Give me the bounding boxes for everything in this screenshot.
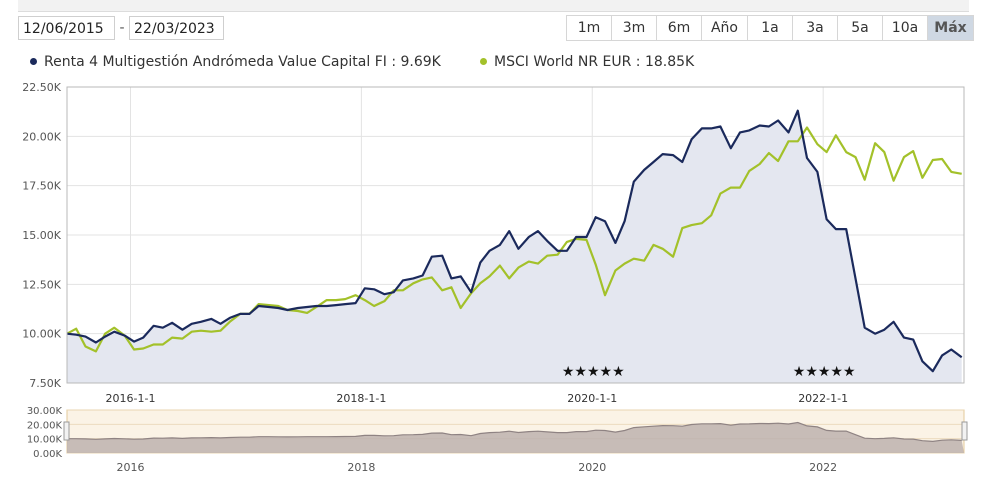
legend-label-fund: Renta 4 Multigestión Andrómeda Value Cap… [44, 54, 441, 70]
y-tick-label: 15.00K [22, 229, 61, 242]
date-range-separator: - [119, 20, 125, 36]
navigator-y-tick-label: 10.00K [27, 435, 63, 446]
navigator-x-tick-label: 2018 [347, 461, 375, 474]
range-button-6m[interactable]: 6m [657, 16, 702, 40]
range-button-10y[interactable]: 10a [883, 16, 928, 40]
range-button-ytd[interactable]: Año [702, 16, 748, 40]
y-tick-label: 10.00K [22, 328, 61, 341]
range-button-3y[interactable]: 3a [793, 16, 838, 40]
series-area-fund [67, 110, 962, 383]
y-tick-label: 20.00K [22, 130, 61, 143]
navigator-x-tick-label: 2022 [809, 461, 837, 474]
date-to-input[interactable]: 22/03/2023 [129, 16, 224, 40]
rating-stars: ★★★★★ [562, 364, 625, 380]
x-tick-label: 2018-1-1 [336, 392, 386, 405]
series-line-index [66, 126, 962, 353]
navigator-area [67, 422, 964, 453]
range-button-1m[interactable]: 1m [567, 16, 612, 40]
navigator-handle-right [961, 421, 968, 441]
legend-item-index[interactable]: MSCI World NR EUR : 18.85K [480, 54, 694, 70]
time-range-selector: 1m 3m 6m Año 1a 3a 5a 10a Máx [566, 15, 974, 41]
navigator-y-tick-label: 0.00K [33, 449, 62, 460]
rating-stars: ★★★★★ [793, 364, 856, 380]
series-line-fund [66, 109, 963, 373]
range-button-1y[interactable]: 1a [748, 16, 793, 40]
navigator-y-tick-label: 20.00K [27, 420, 63, 431]
range-button-3m[interactable]: 3m [612, 16, 657, 40]
y-tick-label: 12.50K [22, 278, 61, 291]
x-tick-label: 2022-1-1 [798, 392, 848, 405]
date-from-input[interactable]: 12/06/2015 [18, 16, 115, 40]
range-button-max[interactable]: Máx [928, 16, 973, 40]
top-toolbar-band [18, 0, 969, 12]
navigator-y-tick-label: 30.00K [27, 406, 63, 417]
navigator-handle-left [63, 421, 70, 441]
y-tick-label: 22.50K [22, 81, 61, 94]
x-tick-label: 2016-1-1 [106, 392, 156, 405]
navigator-line [67, 421, 962, 443]
navigator-x-tick-label: 2020 [578, 461, 606, 474]
legend-dot-index [480, 57, 487, 65]
navigator-x-tick-label: 2016 [116, 461, 144, 474]
range-button-5y[interactable]: 5a [838, 16, 883, 40]
legend-item-fund[interactable]: Renta 4 Multigestión Andrómeda Value Cap… [30, 54, 441, 70]
x-tick-label: 2020-1-1 [567, 392, 617, 405]
legend-dot-fund [30, 57, 37, 65]
y-tick-label: 7.50K [29, 377, 61, 390]
y-tick-label: 17.50K [22, 180, 61, 193]
plot-border [66, 86, 965, 384]
legend-label-index: MSCI World NR EUR : 18.85K [494, 54, 695, 70]
